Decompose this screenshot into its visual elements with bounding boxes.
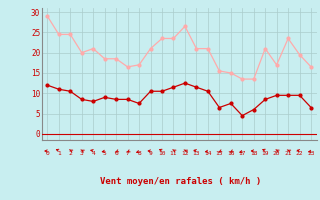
Text: Vent moyen/en rafales ( km/h ): Vent moyen/en rafales ( km/h ) <box>100 177 261 186</box>
